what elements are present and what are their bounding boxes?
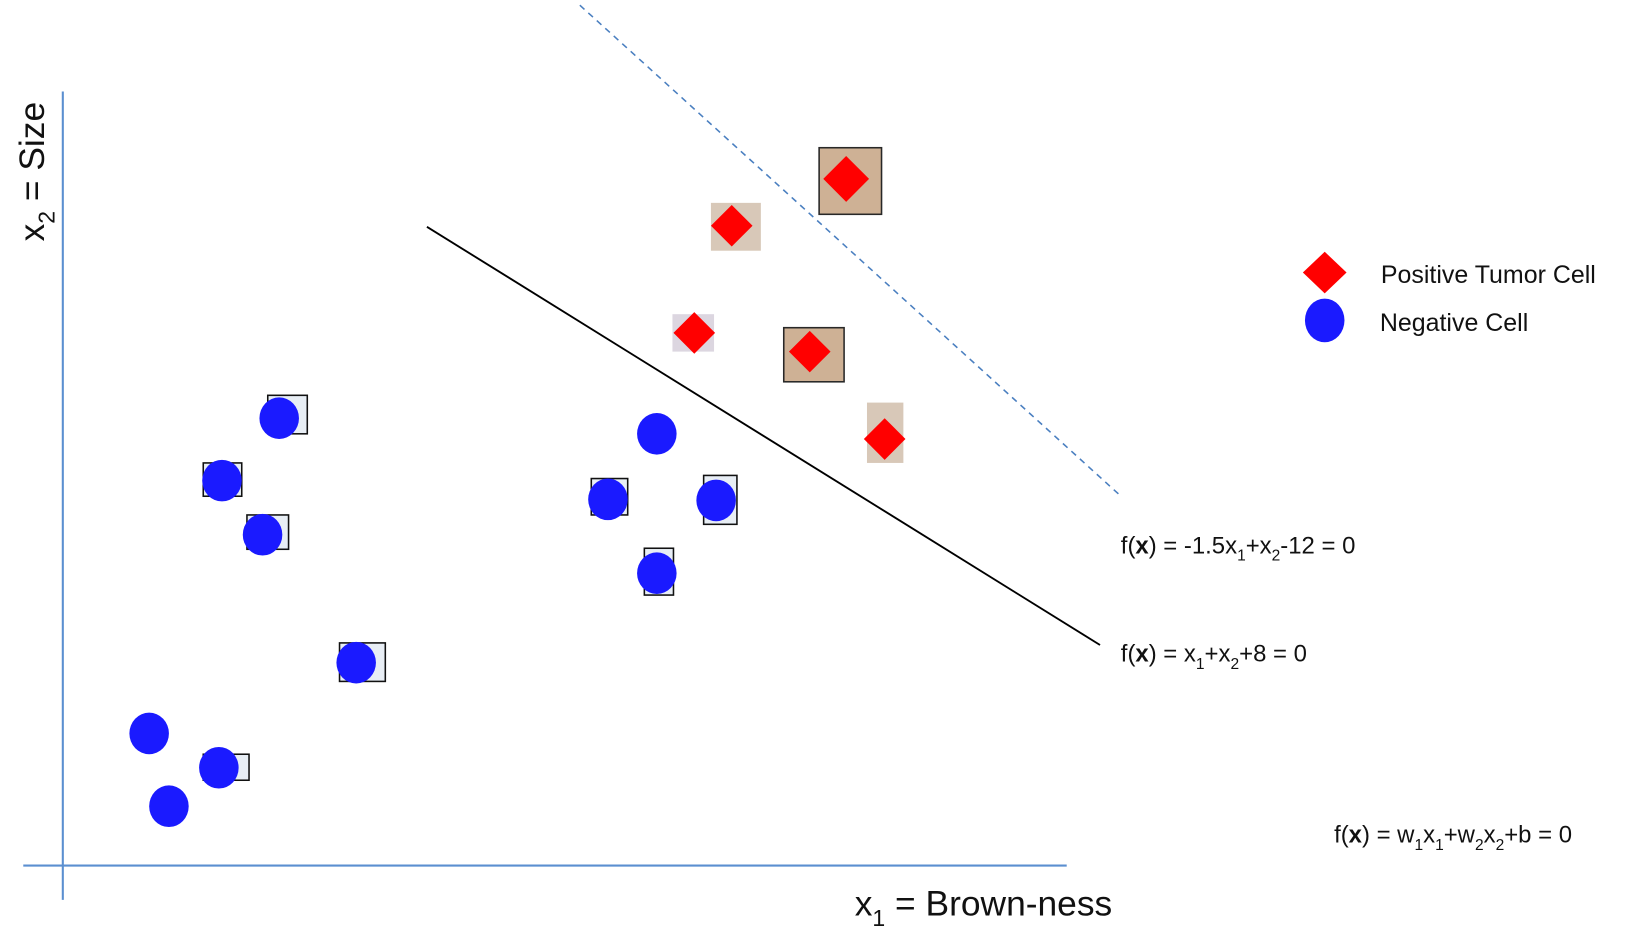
subscript: 1 [872,905,885,929]
text-run: x [1484,822,1496,849]
negative-points [129,397,736,827]
subscript: 1 [1237,548,1246,565]
diagram: Positive Tumor Cell Negative Cell x2 = S… [0,0,1632,929]
text-run: +w [1444,822,1476,849]
negative-cell [588,479,628,521]
text-run: +x [1205,641,1231,668]
text-run: f( [1121,641,1136,668]
legend-label: Positive Tumor Cell [1381,261,1596,289]
text-run: x [855,884,873,923]
text-run: f( [1334,822,1349,849]
legend-marker [1303,252,1347,294]
text-run: ) = w [1362,822,1415,849]
y-axis-label: x2 = Size [13,102,59,242]
negative-cell [199,747,239,789]
text-run: x [1423,822,1435,849]
subscript: 2 [33,211,59,224]
equation: f(x) = x1+x2+8 = 0 [1121,641,1307,673]
subscript: 1 [1414,837,1423,854]
subscript: 1 [1435,837,1444,854]
text-run: ) = -1.5x [1149,532,1237,559]
negative-cell [149,785,189,827]
cell-boxes [203,148,903,781]
text-run: x [1135,532,1149,559]
text-run: = Brown-ness [885,884,1112,923]
negative-cell [637,552,677,594]
text-run: x [1349,822,1363,849]
negative-cell [202,460,242,502]
decision-boundary [427,227,1100,645]
negative-cell [243,514,283,556]
subscript: 2 [1230,656,1239,673]
page: Positive Tumor Cell Negative Cell x2 = S… [0,0,1632,929]
negative-cell [336,642,376,684]
text-run: +x [1246,532,1272,559]
legend-label: Negative Cell [1380,309,1528,337]
x-axis-label: x1 = Brown-ness [855,884,1112,929]
text-run: +b = 0 [1504,822,1572,849]
negative-cell [259,397,299,439]
subscript: 2 [1475,837,1484,854]
subscript: 2 [1272,548,1281,565]
subscript: 1 [1196,656,1205,673]
text-run: ) = x [1149,641,1196,668]
negative-cell [637,413,677,455]
text-run: -12 = 0 [1280,532,1355,559]
legend-marker [1305,299,1345,343]
text-run: +8 = 0 [1239,641,1307,668]
equation: f(x) = -1.5x1+x2-12 = 0 [1121,532,1356,564]
negative-cell [696,480,736,522]
text-run: = Size [13,102,52,211]
negative-cell [129,713,169,755]
text-run: x [1135,641,1149,668]
text-run: f( [1121,532,1136,559]
subscript: 2 [1496,837,1505,854]
text-run: x [13,223,52,241]
equation: f(x) = w1x1+w2x2+b = 0 [1334,822,1572,854]
